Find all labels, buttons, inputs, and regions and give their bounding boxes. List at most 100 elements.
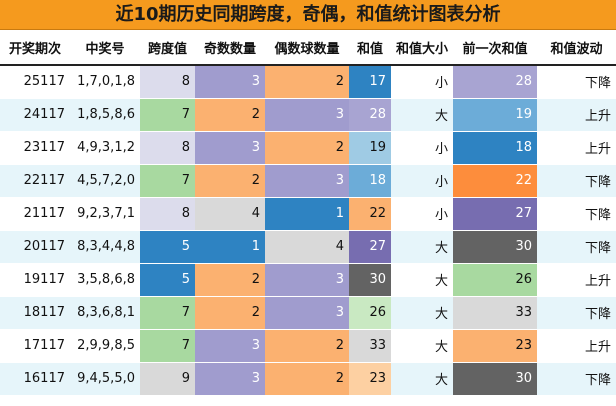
cell-period: 24117 <box>0 98 70 132</box>
cell-sum-size: 大 <box>391 296 453 330</box>
cell-odd-count: 2 <box>195 263 265 297</box>
cell-span: 7 <box>140 164 195 198</box>
cell-numbers: 3,5,8,6,8 <box>70 263 140 297</box>
cell-prev-sum: 30 <box>453 362 537 396</box>
cell-odd-count: 3 <box>195 131 265 165</box>
header-period: 开奖期次 <box>0 30 70 66</box>
cell-numbers: 4,5,7,2,0 <box>70 164 140 198</box>
cell-trend: 下降 <box>537 362 616 396</box>
cell-sum: 33 <box>349 329 391 363</box>
table-row: 23117 4,9,3,1,2 8 3 2 19 小 18 上升 <box>0 131 616 165</box>
cell-even-count: 3 <box>265 98 349 132</box>
cell-numbers: 8,3,4,4,8 <box>70 230 140 264</box>
cell-odd-count: 3 <box>195 65 265 99</box>
cell-prev-sum: 18 <box>453 131 537 165</box>
cell-odd-count: 3 <box>195 362 265 396</box>
header-span: 跨度值 <box>140 30 195 66</box>
cell-sum-size: 小 <box>391 197 453 231</box>
cell-period: 22117 <box>0 164 70 198</box>
cell-period: 19117 <box>0 263 70 297</box>
cell-prev-sum: 27 <box>453 197 537 231</box>
cell-even-count: 2 <box>265 65 349 99</box>
cell-numbers: 1,8,5,8,6 <box>70 98 140 132</box>
cell-sum: 26 <box>349 296 391 330</box>
cell-span: 7 <box>140 329 195 363</box>
cell-period: 21117 <box>0 197 70 231</box>
cell-span: 7 <box>140 296 195 330</box>
page-title: 近10期历史同期跨度，奇偶，和值统计图表分析 <box>0 0 616 30</box>
cell-odd-count: 4 <box>195 197 265 231</box>
cell-prev-sum: 33 <box>453 296 537 330</box>
cell-period: 25117 <box>0 65 70 99</box>
table-row: 18117 8,3,6,8,1 7 2 3 26 大 33 下降 <box>0 296 616 330</box>
cell-numbers: 8,3,6,8,1 <box>70 296 140 330</box>
cell-sum: 19 <box>349 131 391 165</box>
header-odd: 奇数数量 <box>195 30 265 66</box>
cell-sum-size: 大 <box>391 263 453 297</box>
cell-trend: 下降 <box>537 65 616 99</box>
cell-trend: 上升 <box>537 329 616 363</box>
table-row: 16117 9,4,5,5,0 9 3 2 23 大 30 下降 <box>0 362 616 396</box>
cell-numbers: 2,9,9,8,5 <box>70 329 140 363</box>
table-row: 17117 2,9,9,8,5 7 3 2 33 大 23 上升 <box>0 329 616 363</box>
cell-prev-sum: 30 <box>453 230 537 264</box>
cell-trend: 上升 <box>537 131 616 165</box>
cell-period: 18117 <box>0 296 70 330</box>
cell-sum-size: 大 <box>391 98 453 132</box>
cell-sum: 22 <box>349 197 391 231</box>
cell-even-count: 1 <box>265 197 349 231</box>
header-prev-sum: 前一次和值 <box>453 30 537 66</box>
cell-odd-count: 1 <box>195 230 265 264</box>
cell-span: 5 <box>140 263 195 297</box>
cell-numbers: 9,2,3,7,1 <box>70 197 140 231</box>
cell-period: 17117 <box>0 329 70 363</box>
cell-sum: 17 <box>349 65 391 99</box>
cell-even-count: 2 <box>265 362 349 396</box>
table-row: 20117 8,3,4,4,8 5 1 4 27 大 30 下降 <box>0 230 616 264</box>
cell-sum-size: 小 <box>391 131 453 165</box>
cell-span: 8 <box>140 131 195 165</box>
header-trend: 和值波动 <box>537 30 616 66</box>
cell-trend: 上升 <box>537 98 616 132</box>
cell-span: 8 <box>140 65 195 99</box>
cell-trend: 上升 <box>537 263 616 297</box>
cell-even-count: 3 <box>265 263 349 297</box>
cell-even-count: 3 <box>265 164 349 198</box>
header-numbers: 中奖号 <box>70 30 140 66</box>
table-row: 22117 4,5,7,2,0 7 2 3 18 小 22 下降 <box>0 164 616 198</box>
stats-table: 开奖期次 中奖号 跨度值 奇数数量 偶数球数量 和值 和值大小 前一次和值 和值… <box>0 30 616 396</box>
cell-sum-size: 小 <box>391 65 453 99</box>
cell-prev-sum: 19 <box>453 98 537 132</box>
cell-prev-sum: 28 <box>453 65 537 99</box>
cell-sum-size: 小 <box>391 164 453 198</box>
cell-numbers: 9,4,5,5,0 <box>70 362 140 396</box>
cell-span: 8 <box>140 197 195 231</box>
cell-odd-count: 3 <box>195 329 265 363</box>
cell-trend: 下降 <box>537 230 616 264</box>
header-sum: 和值 <box>349 30 391 66</box>
cell-sum: 27 <box>349 230 391 264</box>
cell-prev-sum: 23 <box>453 329 537 363</box>
header-size: 和值大小 <box>391 30 453 66</box>
cell-sum-size: 大 <box>391 329 453 363</box>
cell-sum: 18 <box>349 164 391 198</box>
cell-trend: 下降 <box>537 164 616 198</box>
cell-span: 9 <box>140 362 195 396</box>
cell-trend: 下降 <box>537 296 616 330</box>
cell-trend: 下降 <box>537 197 616 231</box>
header-even: 偶数球数量 <box>265 30 349 66</box>
cell-sum: 23 <box>349 362 391 396</box>
cell-odd-count: 2 <box>195 98 265 132</box>
cell-sum: 30 <box>349 263 391 297</box>
cell-sum-size: 大 <box>391 362 453 396</box>
cell-period: 23117 <box>0 131 70 165</box>
table-row: 24117 1,8,5,8,6 7 2 3 28 大 19 上升 <box>0 98 616 132</box>
cell-odd-count: 2 <box>195 296 265 330</box>
cell-span: 7 <box>140 98 195 132</box>
table-row: 19117 3,5,8,6,8 5 2 3 30 大 26 上升 <box>0 263 616 297</box>
cell-period: 16117 <box>0 362 70 396</box>
cell-prev-sum: 22 <box>453 164 537 198</box>
table-row: 25117 1,7,0,1,8 8 3 2 17 小 28 下降 <box>0 65 616 99</box>
cell-even-count: 3 <box>265 296 349 330</box>
cell-span: 5 <box>140 230 195 264</box>
